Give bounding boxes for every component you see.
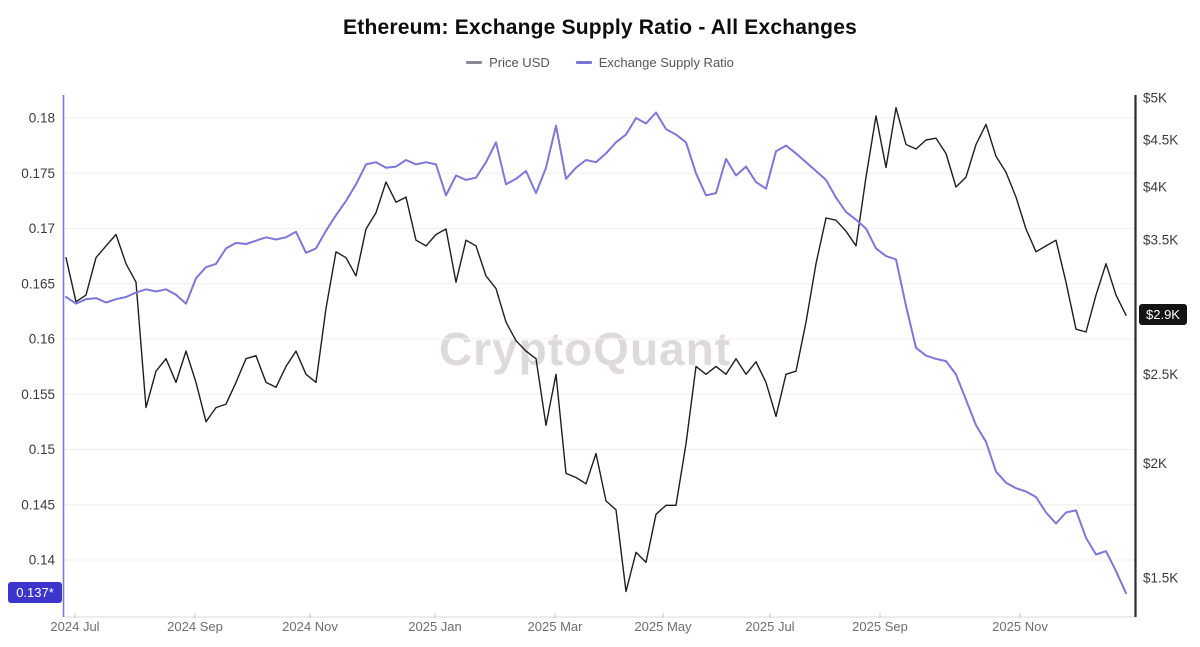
price-line-swatch-icon (466, 61, 483, 64)
right-axis-tick-label: $1.5K (1143, 571, 1178, 586)
left-axis-tick-label: 0.17 (29, 221, 55, 236)
x-axis-tick-label: 2025 May (634, 619, 692, 634)
chart-legend: Price USD Exchange Supply Ratio (0, 55, 1200, 70)
current-ratio-badge: 0.137* (8, 582, 62, 604)
legend-item-price-usd[interactable]: Price USD (466, 55, 550, 70)
supply-ratio-line (65, 111, 1127, 595)
x-axis-tick-label: 2025 Jan (408, 619, 462, 634)
left-axis-tick-label: 0.155 (21, 387, 55, 402)
supply-ratio-line-swatch-icon (575, 61, 592, 64)
x-axis-tick-label: 2025 Jul (745, 619, 794, 634)
right-axis-tick-label: $4K (1143, 179, 1167, 194)
x-axis-tick-label: 2024 Nov (282, 619, 338, 634)
x-axis-tick-label: 2025 Sep (852, 619, 908, 634)
left-axis-tick-label: 0.18 (29, 111, 55, 126)
left-axis-tick-label: 0.14 (29, 553, 56, 568)
right-axis-tick-label: $5K (1143, 91, 1167, 106)
x-axis-tick-label: 2025 Nov (992, 619, 1048, 634)
right-axis-tick-label: $3.5K (1143, 233, 1178, 248)
x-axis-tick-label: 2025 Mar (528, 619, 584, 634)
current-price-badge: $2.9K (1139, 304, 1187, 326)
x-axis-tick-label: 2024 Sep (167, 619, 223, 634)
chart-title: Ethereum: Exchange Supply Ratio - All Ex… (343, 16, 857, 39)
left-axis-tick-label: 0.175 (21, 166, 55, 181)
legend-label-exchange-supply-ratio: Exchange Supply Ratio (598, 55, 734, 70)
x-axis-tick-label: 2024 Jul (50, 619, 99, 634)
cryptoquant-watermark: CryptoQuant (438, 323, 732, 375)
left-axis-tick-label: 0.165 (21, 276, 55, 291)
legend-label-price-usd: Price USD (489, 55, 550, 70)
right-axis-tick-label: $4.5K (1143, 133, 1178, 148)
legend-item-exchange-supply-ratio[interactable]: Exchange Supply Ratio (575, 55, 734, 70)
right-axis-tick-label: $2.5K (1143, 367, 1178, 382)
price-line (65, 106, 1127, 593)
left-axis-tick-label: 0.145 (21, 497, 55, 512)
right-axis-tick-label: $2K (1143, 456, 1167, 471)
left-axis-tick-label: 0.16 (29, 332, 55, 347)
left-axis-tick-label: 0.15 (29, 442, 55, 457)
